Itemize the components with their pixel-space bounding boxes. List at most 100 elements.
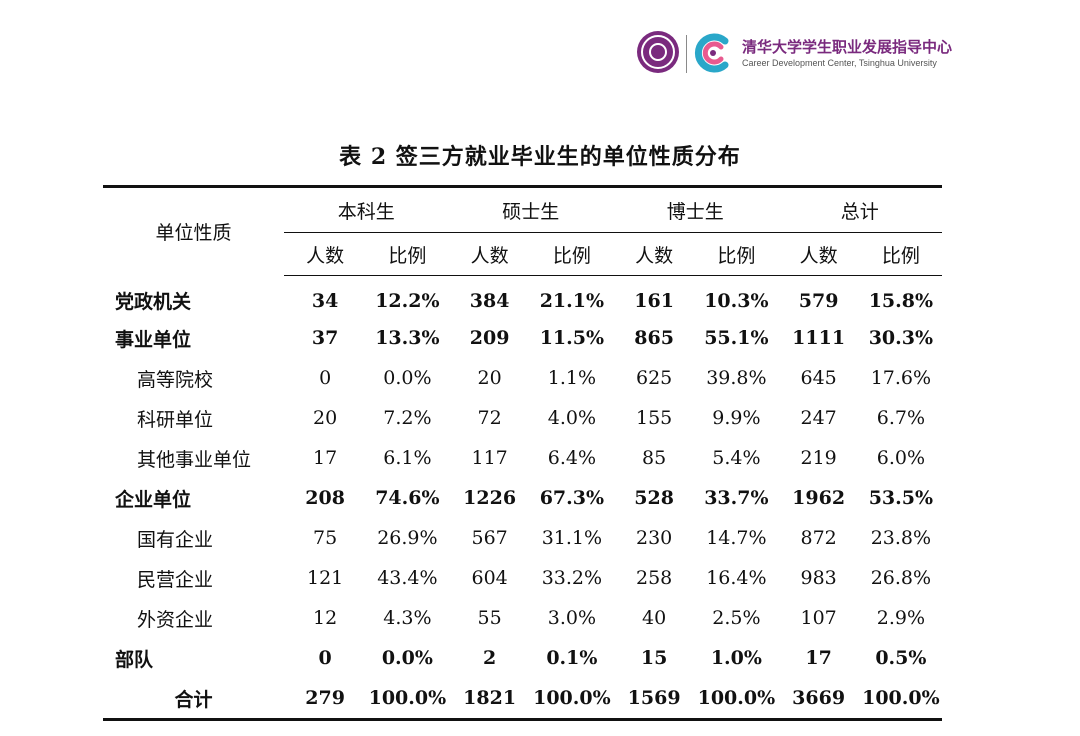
ratio-cell: 43.4% <box>377 567 438 589</box>
row-label: 外资企业 <box>137 608 214 631</box>
ratio-cell: 0.5% <box>875 647 927 669</box>
row-label: 部队 <box>115 648 154 671</box>
row-label: 科研单位 <box>137 408 214 431</box>
table-row: 合计 279 100.0% 1821 100.0% 1569 100.0% 3669 100.0… <box>103 678 942 721</box>
group-header-undergrad: 本科生 <box>284 185 449 233</box>
count-cell: 230 <box>635 527 673 549</box>
count-cell: 12 <box>313 607 338 629</box>
group-header-phd: 博士生 <box>613 185 778 233</box>
count-cell: 161 <box>634 290 674 312</box>
row-label: 其他事业单位 <box>137 448 252 471</box>
ratio-cell: 11.5% <box>539 327 605 349</box>
count-cell: 55 <box>477 607 502 629</box>
ratio-cell: 2.9% <box>876 607 926 629</box>
count-cell: 2 <box>483 647 497 669</box>
count-cell: 155 <box>635 407 673 429</box>
row-label: 合计 <box>103 678 284 721</box>
subcol-ratio: 比例 <box>366 232 449 276</box>
ratio-cell: 6.1% <box>383 447 432 469</box>
ratio-cell: 17.6% <box>870 367 932 389</box>
count-cell: 1821 <box>448 678 531 721</box>
seal-core <box>649 43 667 61</box>
count-cell: 983 <box>800 567 837 589</box>
group-header-total: 总计 <box>777 185 942 233</box>
ratio-cell: 67.3% <box>539 487 605 509</box>
count-cell: 528 <box>634 487 674 509</box>
header-row-subcols: 人数 比例 人数 比例 人数 比例 人数 比例 <box>103 232 942 276</box>
ratio-cell: 6.7% <box>876 407 926 429</box>
table-body: 党政机关 34 12.2% 384 21.1% 161 10.3% 579 15.8% 事业单位 3… <box>103 276 942 721</box>
count-cell: 579 <box>798 290 839 312</box>
count-cell: 3669 <box>777 678 860 721</box>
table-row: 国有企业 75 26.9% 567 31.1% 230 14.7% 872 23.8% <box>103 518 942 558</box>
count-cell: 865 <box>634 327 674 349</box>
ratio-cell: 31.1% <box>541 527 603 549</box>
ratio-cell: 100.0% <box>530 678 613 721</box>
ratio-cell: 55.1% <box>704 327 769 349</box>
ratio-cell: 21.1% <box>539 290 605 312</box>
ratio-cell: 5.4% <box>712 447 761 469</box>
table-title: 表 2 签三方就业毕业生的单位性质分布 <box>339 144 741 170</box>
ratio-cell: 13.3% <box>375 327 440 349</box>
count-cell: 17 <box>805 647 832 669</box>
subcol-ratio: 比例 <box>530 232 613 276</box>
ratio-cell: 100.0% <box>859 678 942 721</box>
count-cell: 1569 <box>613 678 696 721</box>
group-header-master: 硕士生 <box>448 185 613 233</box>
header-row-groups: 单位性质 本科生 硕士生 博士生 总计 <box>103 185 942 276</box>
subcol-count: 人数 <box>777 232 860 276</box>
count-cell: 0 <box>318 647 332 669</box>
table-row: 外资企业 12 4.3% 55 3.0% 40 2.5% 107 2.9% <box>103 598 942 638</box>
row-label: 国有企业 <box>137 528 214 551</box>
count-cell: 72 <box>477 407 502 429</box>
count-cell: 117 <box>471 447 508 469</box>
count-cell: 20 <box>477 367 502 389</box>
count-cell: 15 <box>640 647 668 669</box>
count-cell: 384 <box>469 290 510 312</box>
ratio-cell: 3.0% <box>547 607 597 629</box>
count-cell: 37 <box>311 327 339 349</box>
row-header-cell: 单位性质 <box>103 185 284 276</box>
count-cell: 645 <box>800 367 837 389</box>
count-cell: 40 <box>642 607 667 629</box>
ratio-cell: 6.0% <box>876 447 926 469</box>
count-cell: 17 <box>313 447 338 469</box>
count-cell: 20 <box>313 407 338 429</box>
count-cell: 872 <box>800 527 837 549</box>
count-cell: 85 <box>642 447 667 469</box>
ratio-cell: 7.2% <box>383 407 432 429</box>
row-label: 党政机关 <box>115 291 192 314</box>
table-row: 企业单位 208 74.6% 1226 67.3% 528 33.7% 1962 53.5% <box>103 478 942 518</box>
subcol-count: 人数 <box>448 232 531 276</box>
count-cell: 0 <box>319 367 332 389</box>
count-cell: 604 <box>471 567 508 589</box>
ratio-cell: 0.1% <box>546 647 598 669</box>
seal-ring <box>641 35 675 69</box>
count-cell: 107 <box>800 607 837 629</box>
count-cell: 1226 <box>463 487 517 509</box>
ratio-cell: 100.0% <box>366 678 449 721</box>
tsinghua-seal-icon <box>637 31 679 73</box>
table-row: 事业单位 37 13.3% 209 11.5% 865 55.1% 1111 30.3% <box>103 318 942 358</box>
count-cell: 75 <box>313 527 338 549</box>
count-cell: 247 <box>800 407 837 429</box>
distribution-table: 单位性质 本科生 硕士生 博士生 总计 人数 比例 人数 比例 人数 比例 人数… <box>103 185 942 721</box>
ratio-cell: 6.4% <box>547 447 597 469</box>
ratio-cell: 1.0% <box>710 647 762 669</box>
count-cell: 34 <box>311 290 339 312</box>
table-row: 党政机关 34 12.2% 384 21.1% 161 10.3% 579 15.8% <box>103 276 942 319</box>
table-row: 其他事业单位 17 6.1% 117 6.4% 85 5.4% 219 6.0% <box>103 438 942 478</box>
ratio-cell: 33.2% <box>541 567 603 589</box>
ratio-cell: 15.8% <box>868 290 934 312</box>
ratio-cell: 16.4% <box>706 567 767 589</box>
subcol-count: 人数 <box>284 232 367 276</box>
ratio-cell: 23.8% <box>870 527 932 549</box>
ratio-cell: 9.9% <box>712 407 761 429</box>
ratio-cell: 1.1% <box>547 367 597 389</box>
ratio-cell: 2.5% <box>712 607 761 629</box>
count-cell: 208 <box>305 487 345 509</box>
ratio-cell: 53.5% <box>868 487 934 509</box>
brand-name-en: Career Development Center, Tsinghua Univ… <box>742 58 937 68</box>
ratio-cell: 10.3% <box>704 290 769 312</box>
ratio-cell: 14.7% <box>706 527 767 549</box>
